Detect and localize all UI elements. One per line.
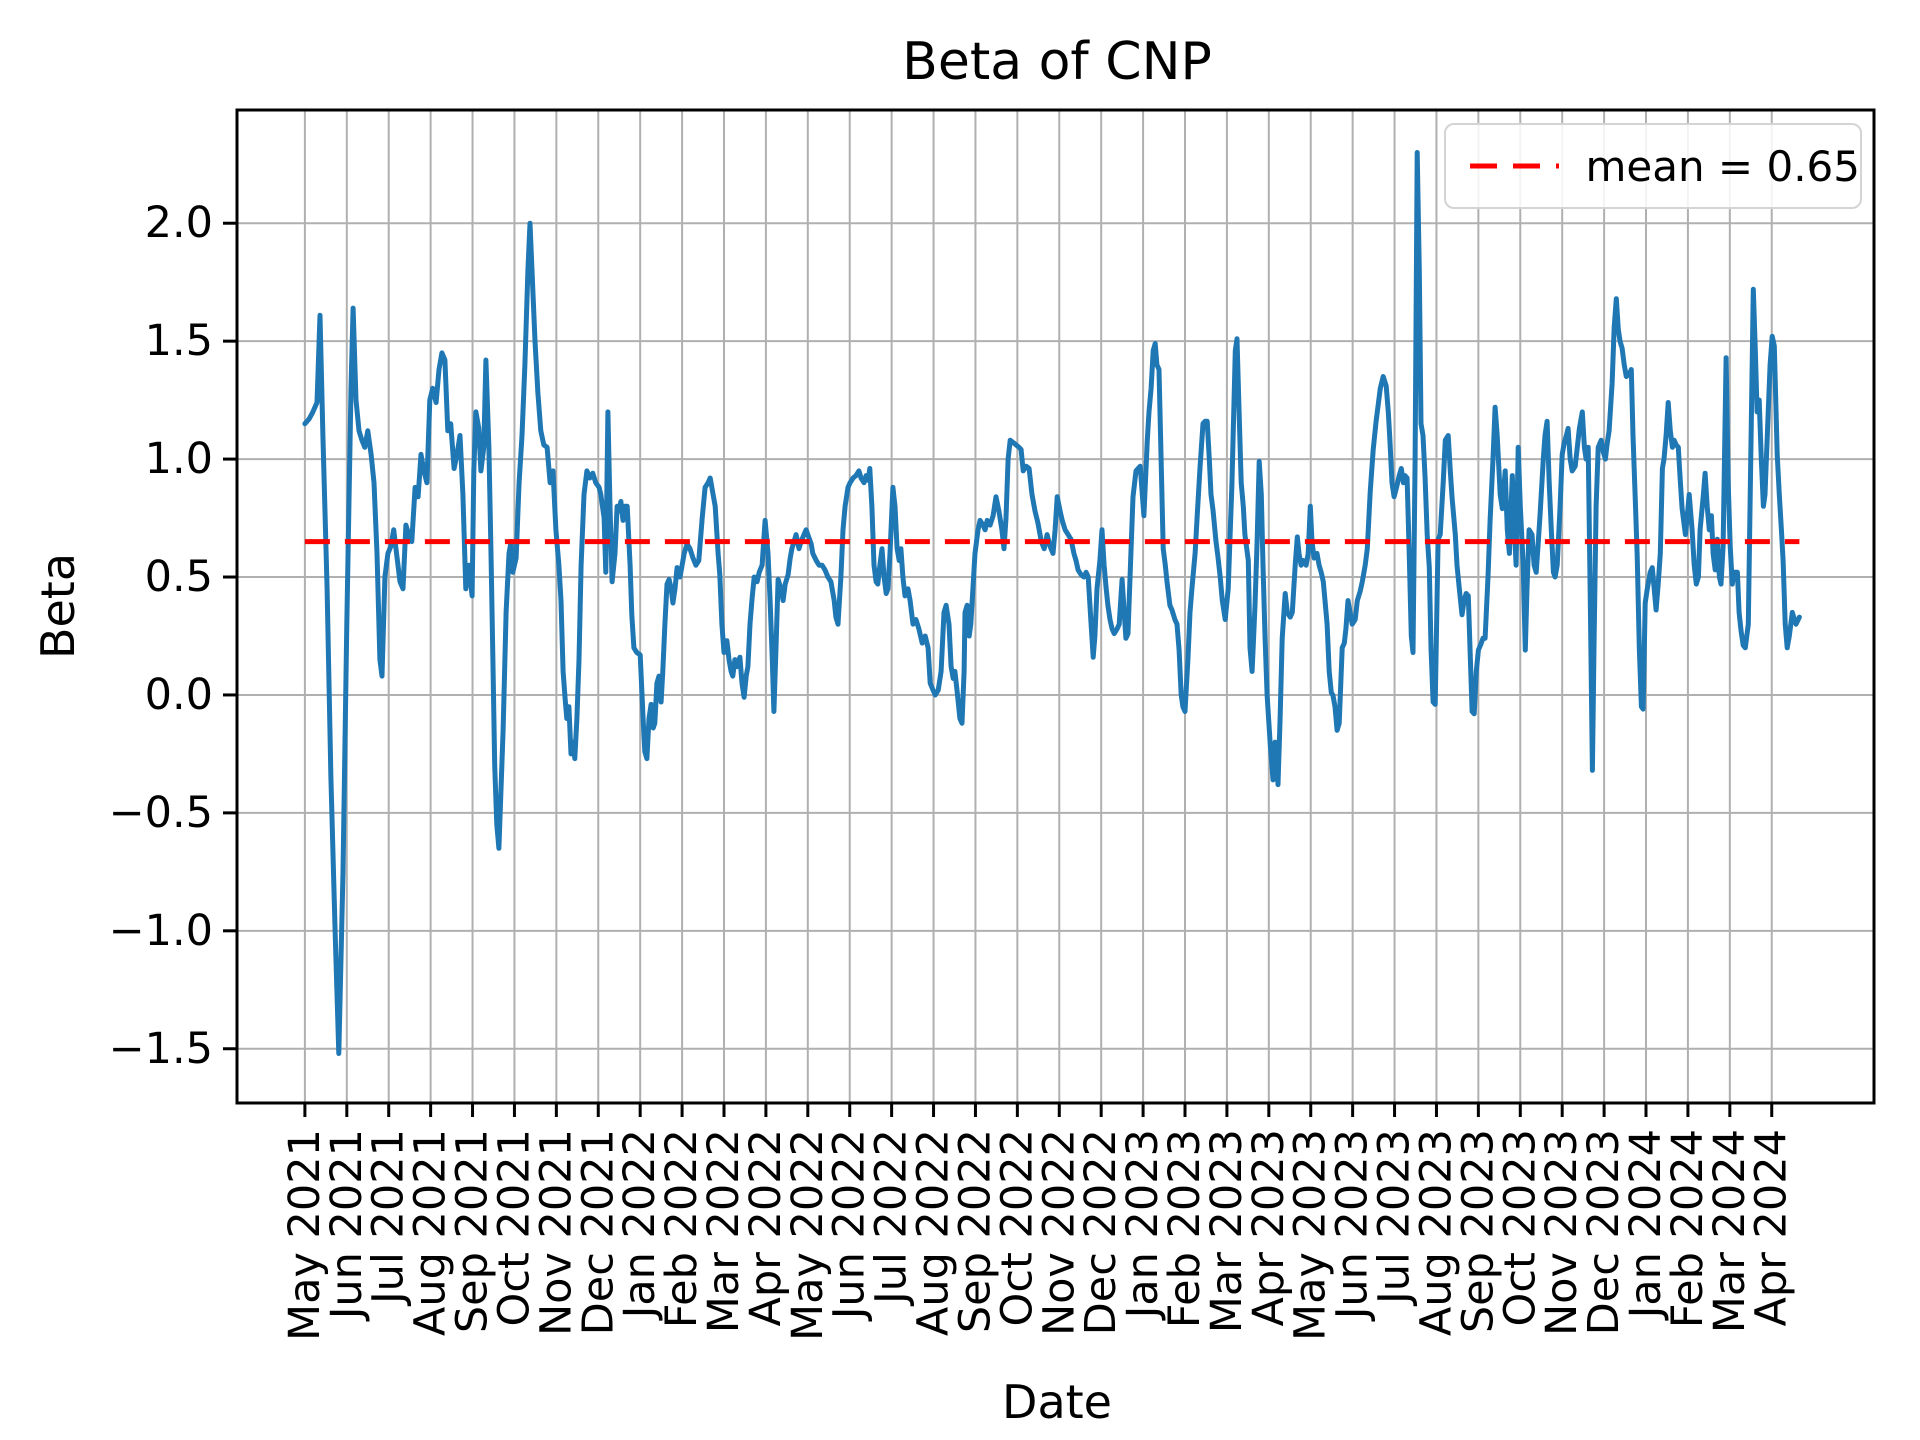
chart-title: Beta of CNP (902, 32, 1212, 92)
x-tick-label: Oct 2023 (1495, 1129, 1545, 1326)
legend: mean = 0.65 (1444, 123, 1862, 209)
y-tick-label: 0.0 (145, 670, 213, 720)
y-tick-label: −1.0 (109, 906, 213, 956)
y-tick-label: 1.5 (145, 316, 213, 366)
x-tick-label: Jun 2023 (1328, 1129, 1378, 1322)
x-tick-label: Aug 2023 (1411, 1129, 1461, 1336)
y-tick-label: 2.0 (145, 198, 213, 248)
x-tick-label: Sep 2022 (950, 1129, 1000, 1333)
x-tick-label: Mar 2024 (1705, 1129, 1755, 1333)
x-tick-label: Jun 2021 (322, 1129, 372, 1322)
x-axis-label: Date (1002, 1375, 1112, 1429)
x-tick-label: Feb 2022 (657, 1129, 707, 1328)
x-tick-label: Jan 2023 (1118, 1129, 1168, 1321)
x-tick-label: Oct 2021 (489, 1129, 539, 1326)
plot-border (235, 108, 1876, 1105)
x-tick-label: Dec 2023 (1579, 1129, 1629, 1335)
x-tick-label: Apr 2022 (741, 1129, 791, 1327)
x-tick-label: Jul 2023 (1370, 1129, 1420, 1307)
beta-line (302, 150, 1802, 1056)
x-tick-label: Feb 2024 (1663, 1129, 1713, 1328)
y-tick-label: −0.5 (109, 788, 213, 838)
x-tick-label: Jan 2024 (1621, 1129, 1671, 1321)
x-tick-label: May 2023 (1286, 1129, 1336, 1341)
x-tick-label: Dec 2021 (573, 1129, 623, 1335)
y-tick-label: −1.5 (109, 1024, 213, 1074)
x-tick-label: Jul 2021 (364, 1129, 414, 1307)
x-tick-label: Jan 2022 (615, 1129, 665, 1321)
x-tick-label: Nov 2023 (1537, 1129, 1587, 1336)
x-tick-label: Apr 2023 (1244, 1129, 1294, 1327)
x-tick-label: Feb 2023 (1160, 1129, 1210, 1328)
x-tick-label: Nov 2022 (1034, 1129, 1084, 1336)
x-tick-label: Dec 2022 (1076, 1129, 1126, 1335)
x-tick-label: May 2022 (783, 1129, 833, 1341)
plot-area (237, 110, 1874, 1103)
x-tick-label: Oct 2022 (992, 1129, 1042, 1326)
legend-label: mean = 0.65 (1585, 141, 1860, 191)
x-tick-label: Aug 2022 (909, 1129, 959, 1336)
legend-mean-dash-icon (1470, 163, 1560, 169)
x-tick-label: Mar 2022 (699, 1129, 749, 1333)
y-axis-label: Beta (31, 552, 85, 660)
x-tick-label: May 2021 (280, 1129, 330, 1341)
y-tick-label: 1.0 (145, 434, 213, 484)
x-tick-label: Aug 2021 (406, 1129, 456, 1336)
x-tick-label: Nov 2021 (531, 1129, 581, 1336)
y-tick-label: 0.5 (145, 552, 213, 602)
x-tick-label: Jul 2022 (867, 1129, 917, 1307)
x-tick-label: Mar 2023 (1202, 1129, 1252, 1333)
x-tick-label: Sep 2023 (1453, 1129, 1503, 1333)
x-tick-label: Jun 2022 (825, 1129, 875, 1322)
x-tick-label: Sep 2021 (448, 1129, 498, 1333)
x-tick-label: Apr 2024 (1747, 1129, 1797, 1327)
